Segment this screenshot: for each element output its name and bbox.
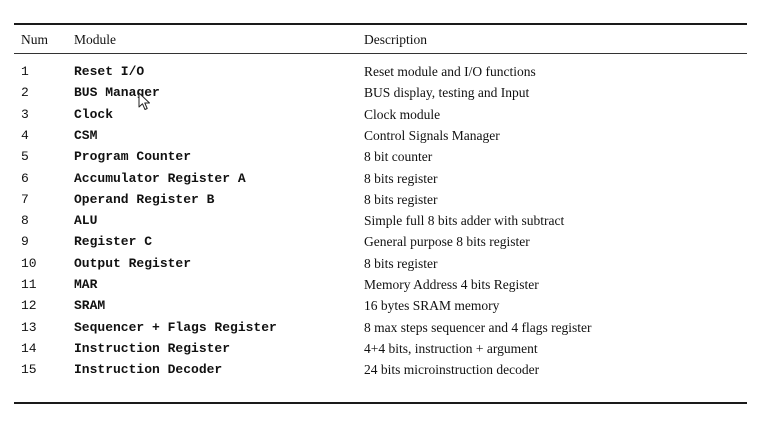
row-description: 4+4 bits, instruction + argument	[364, 340, 538, 356]
row-module: CSM	[74, 127, 98, 143]
row-num: 15	[21, 362, 37, 378]
row-description: Clock module	[364, 106, 441, 122]
row-module: Program Counter	[74, 149, 192, 165]
row-num: 1	[21, 64, 29, 79]
row-num: 13	[21, 319, 37, 335]
table-row: 6 Accumulator Register A 8 bits register	[0, 169, 768, 189]
row-description: 8 bits register	[364, 170, 438, 186]
row-num: 4	[21, 127, 29, 143]
row-module: Clock	[74, 106, 114, 122]
row-description: Reset module and I/O functions	[364, 64, 536, 79]
row-module: Register C	[74, 234, 153, 250]
row-num: 11	[21, 277, 37, 292]
table-row: 4 CSM Control Signals Manager	[0, 126, 768, 146]
row-num: 6	[21, 170, 29, 186]
table-row: 14 Instruction Register 4+4 bits, instruct…	[0, 339, 768, 359]
row-num: 12	[21, 298, 37, 314]
table-row: 3 Clock Clock module	[0, 105, 768, 125]
table-row: 11 MAR Memory Address 4 bits Register	[0, 275, 768, 295]
row-description: Control Signals Manager	[364, 127, 500, 143]
header-description: Description	[364, 32, 427, 47]
row-description: 24 bits microinstruction decoder	[364, 362, 540, 378]
row-num: 9	[21, 234, 29, 250]
row-module: SRAM	[74, 298, 106, 314]
row-num: 14	[21, 340, 37, 356]
table-row: 2 BUS Manager BUS display, testing and Inp…	[0, 83, 768, 103]
row-module: Accumulator Register A	[74, 170, 246, 186]
table-header-row: Num Module Description	[0, 30, 768, 50]
row-module: ALU	[74, 213, 98, 229]
header-num: Num	[21, 32, 48, 47]
table-row: 7 Operand Register B 8 bits register	[0, 190, 768, 210]
table-row: 12 SRAM 16 bytes SRAM memory	[0, 296, 768, 316]
table-row: 10 Output Register 8 bits register	[0, 254, 768, 274]
table-top-rule	[14, 23, 747, 25]
row-description: BUS display, testing and Input	[364, 85, 530, 101]
row-module: Reset I/O	[74, 64, 145, 79]
row-module: BUS Manager	[74, 85, 160, 101]
table-row: 15 Instruction Decoder 24 bits microinstru…	[0, 360, 768, 380]
row-num: 8	[21, 213, 29, 229]
row-num: 10	[21, 255, 37, 271]
row-description: Memory Address 4 bits Register	[364, 277, 539, 292]
row-description: Simple full 8 bits adder with subtract	[364, 213, 565, 229]
row-description: 16 bytes SRAM memory	[364, 298, 500, 314]
row-num: 2	[21, 85, 29, 101]
row-num: 7	[21, 191, 29, 207]
row-description: 8 bit counter	[364, 149, 433, 165]
row-description: 8 bits register	[364, 255, 438, 271]
row-num: 5	[21, 149, 29, 165]
row-description: General purpose 8 bits register	[364, 234, 530, 250]
table-header-rule	[14, 53, 747, 54]
row-num: 3	[21, 106, 29, 122]
row-description: 8 max steps sequencer and 4 flags regist…	[364, 319, 592, 335]
row-module: Output Register	[74, 255, 192, 271]
row-module: MAR	[74, 277, 98, 292]
table-bottom-rule	[14, 402, 747, 404]
row-module: Instruction Register	[74, 340, 231, 356]
table-row: 1 Reset I/O Reset module and I/O functions	[0, 62, 768, 82]
table-row: 9 Register C General purpose 8 bits regist…	[0, 232, 768, 252]
row-description: 8 bits register	[364, 191, 438, 207]
table-row: 8 ALU Simple full 8 bits adder with subtra…	[0, 211, 768, 231]
header-module: Module	[74, 32, 116, 47]
row-module: Operand Register B	[74, 191, 215, 207]
table-row: 5 Program Counter 8 bit counter	[0, 147, 768, 167]
row-module: Instruction Decoder	[74, 362, 223, 378]
row-module: Sequencer + Flags Register	[74, 319, 277, 335]
table-row: 13 Sequencer + Flags Register 8 max steps …	[0, 318, 768, 338]
